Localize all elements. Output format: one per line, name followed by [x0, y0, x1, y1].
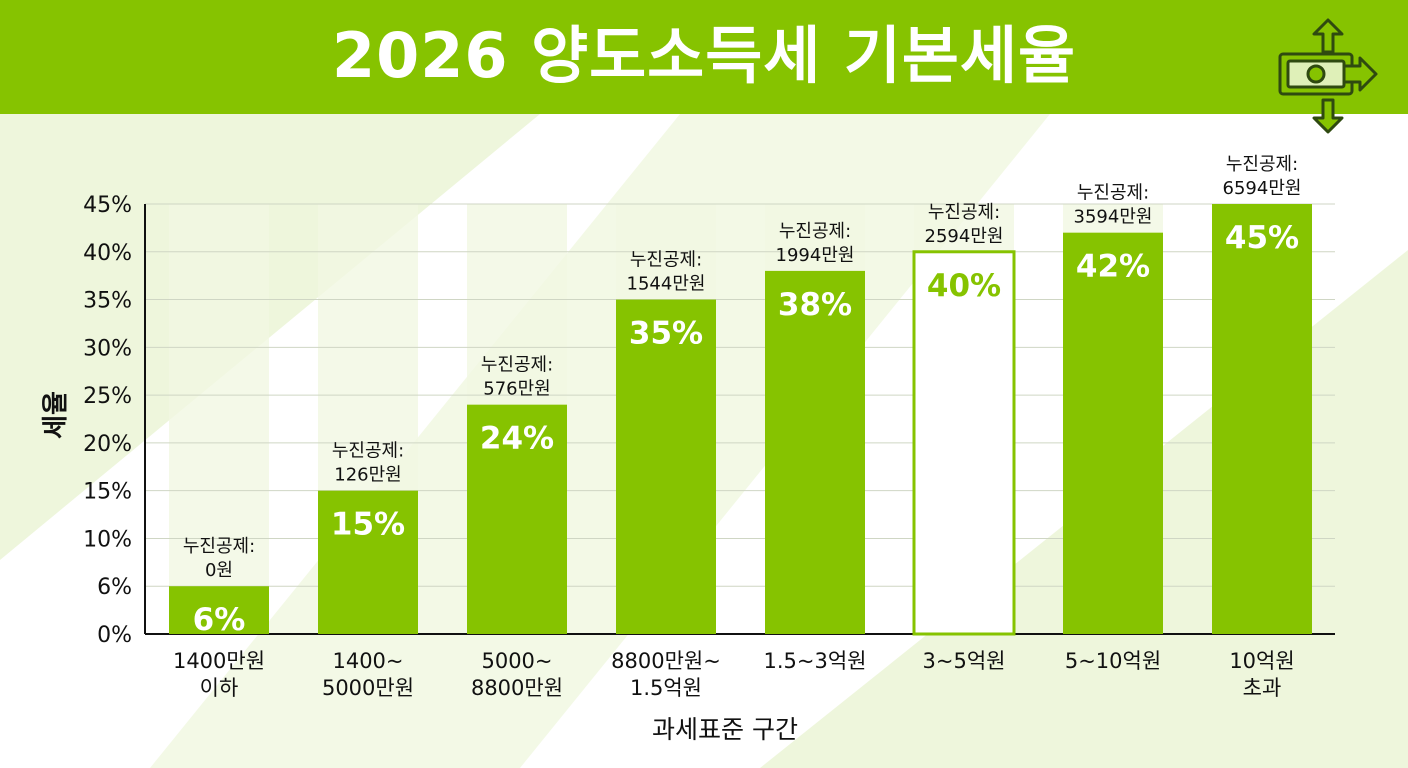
x-tick-label: 1400~	[332, 649, 403, 673]
x-tick-label: 1.5~3억원	[764, 649, 867, 673]
bar-value-label: 15%	[331, 507, 405, 543]
bar	[1212, 204, 1312, 634]
y-tick-label: 30%	[83, 336, 132, 361]
deduction-value: 1544만원	[627, 274, 706, 295]
y-tick-label: 25%	[83, 384, 132, 409]
x-tick-label: 5000~	[481, 649, 552, 673]
y-tick-label: 15%	[83, 480, 132, 505]
x-tick-label: 8800만원	[471, 676, 563, 700]
bar	[912, 250, 1016, 636]
bar	[765, 270, 865, 634]
header-banner	[0, 0, 1408, 114]
x-axis-title: 과세표준 구간	[652, 715, 798, 744]
y-axis-title: 세율	[41, 391, 71, 439]
y-tick-label: 45%	[83, 193, 132, 218]
bar	[1063, 232, 1163, 634]
bar-value-label: 45%	[1225, 220, 1299, 256]
deduction-label: 누진공제:	[630, 250, 702, 271]
y-tick-label: 6%	[97, 575, 132, 600]
bar-value-label: 24%	[480, 421, 554, 457]
deduction-value: 3594만원	[1074, 207, 1153, 228]
x-tick-label: 5~10억원	[1065, 649, 1161, 673]
deduction-label: 누진공제:	[481, 355, 553, 376]
x-tick-label: 1400만원	[173, 649, 265, 673]
deduction-value: 6594만원	[1223, 178, 1302, 199]
deduction-label: 누진공제:	[1226, 154, 1298, 175]
x-tick-label: 1.5억원	[630, 676, 702, 700]
deduction-label: 누진공제:	[779, 221, 851, 242]
money-transfer-icon	[1278, 18, 1378, 134]
x-tick-label: 3~5억원	[923, 649, 1006, 673]
bar-value-label: 42%	[1076, 249, 1150, 285]
deduction-label: 누진공제:	[928, 202, 1000, 223]
y-tick-label: 20%	[83, 432, 132, 457]
bar	[169, 586, 269, 634]
bar	[467, 404, 567, 634]
page-title: 2026 양도소득세 기본세율	[331, 19, 1077, 92]
y-tick-label: 40%	[83, 241, 132, 266]
x-tick-label: 이하	[200, 676, 239, 700]
bar-backdrop	[169, 204, 269, 634]
bar-value-label: 35%	[629, 316, 703, 352]
bar	[318, 490, 418, 634]
deduction-label: 누진공제:	[1077, 183, 1149, 204]
y-tick-label: 0%	[97, 623, 132, 648]
deduction-label: 누진공제:	[332, 441, 404, 462]
x-tick-label: 초과	[1243, 676, 1282, 700]
y-tick-label: 10%	[83, 527, 132, 552]
deduction-value: 2594만원	[925, 226, 1004, 247]
x-tick-label: 10억원	[1229, 649, 1294, 673]
deduction-value: 0원	[205, 560, 233, 581]
bar-value-label: 38%	[778, 287, 852, 323]
bar-value-label: 6%	[193, 602, 246, 638]
deduction-value: 126만원	[334, 465, 401, 486]
y-tick-label: 35%	[83, 289, 132, 314]
bar-value-label: 40%	[927, 268, 1001, 304]
x-tick-label: 8800만원~	[611, 649, 721, 673]
deduction-label: 누진공제:	[183, 536, 255, 557]
deduction-value: 576만원	[483, 379, 550, 400]
x-tick-label: 5000만원	[322, 676, 414, 700]
bar	[616, 299, 716, 634]
deduction-value: 1994만원	[776, 245, 855, 266]
